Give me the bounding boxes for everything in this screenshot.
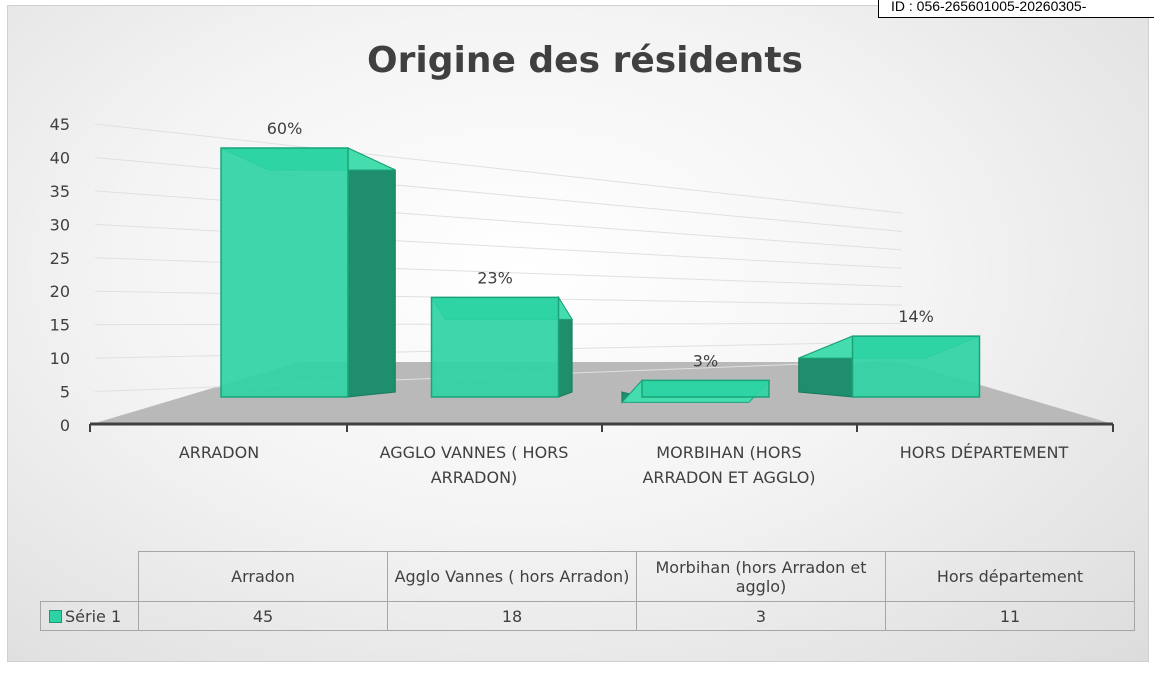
x-tick-label: MORBIHAN (HORS ARRADON ET AGGLO) (642, 443, 816, 487)
y-tick-label: 20 (50, 282, 70, 301)
annotation: 14% (898, 307, 934, 326)
y-tick-label: 45 (50, 115, 70, 134)
y-tick-label: 15 (50, 316, 70, 335)
table-value: 3 (636, 601, 886, 631)
y-tick-label: 5 (60, 383, 70, 402)
y-tick-label: 30 (50, 215, 70, 234)
y-tick-label: 0 (60, 416, 70, 435)
y-tick-label: 40 (50, 148, 70, 167)
table-value: 11 (885, 601, 1135, 631)
id-stamp: ID : 056-265601005-20260305- (878, 0, 1154, 18)
table-header: Hors département (885, 551, 1135, 602)
legend-cell: Série 1 (40, 601, 139, 631)
bar-side (347, 147, 396, 398)
data-table: Arradon Agglo Vannes ( hors Arradon) Morbi… (40, 551, 1135, 631)
y-tick-label: 35 (50, 182, 70, 201)
x-tick-label: AGGLO VANNES ( HORS ARRADON) (379, 443, 569, 487)
bar (430, 296, 560, 398)
grid-line (94, 123, 903, 214)
y-tick-label: 10 (50, 349, 70, 368)
annotation: 3% (693, 351, 718, 370)
x-tick-label: HORS DÉPARTEMENT (899, 443, 1069, 462)
y-tick-label: 25 (50, 249, 70, 268)
legend-key (49, 609, 62, 623)
table-header: Arradon (138, 551, 388, 602)
corner-cell (40, 551, 139, 602)
bar (851, 335, 981, 398)
annotation: 60% (267, 119, 303, 138)
table-header: Agglo Vannes ( hors Arradon) (387, 551, 637, 602)
x-tick-label: ARRADON (178, 443, 260, 462)
bar (220, 147, 349, 398)
table-value: 45 (138, 601, 388, 631)
legend-label: Série 1 (65, 606, 122, 626)
annotation: 23% (477, 268, 513, 287)
table-header: Morbihan (hors Arradon et agglo) (636, 551, 886, 602)
bar (641, 379, 770, 398)
chart-title: Origine des résidents (367, 40, 803, 81)
table-value: 18 (387, 601, 637, 631)
